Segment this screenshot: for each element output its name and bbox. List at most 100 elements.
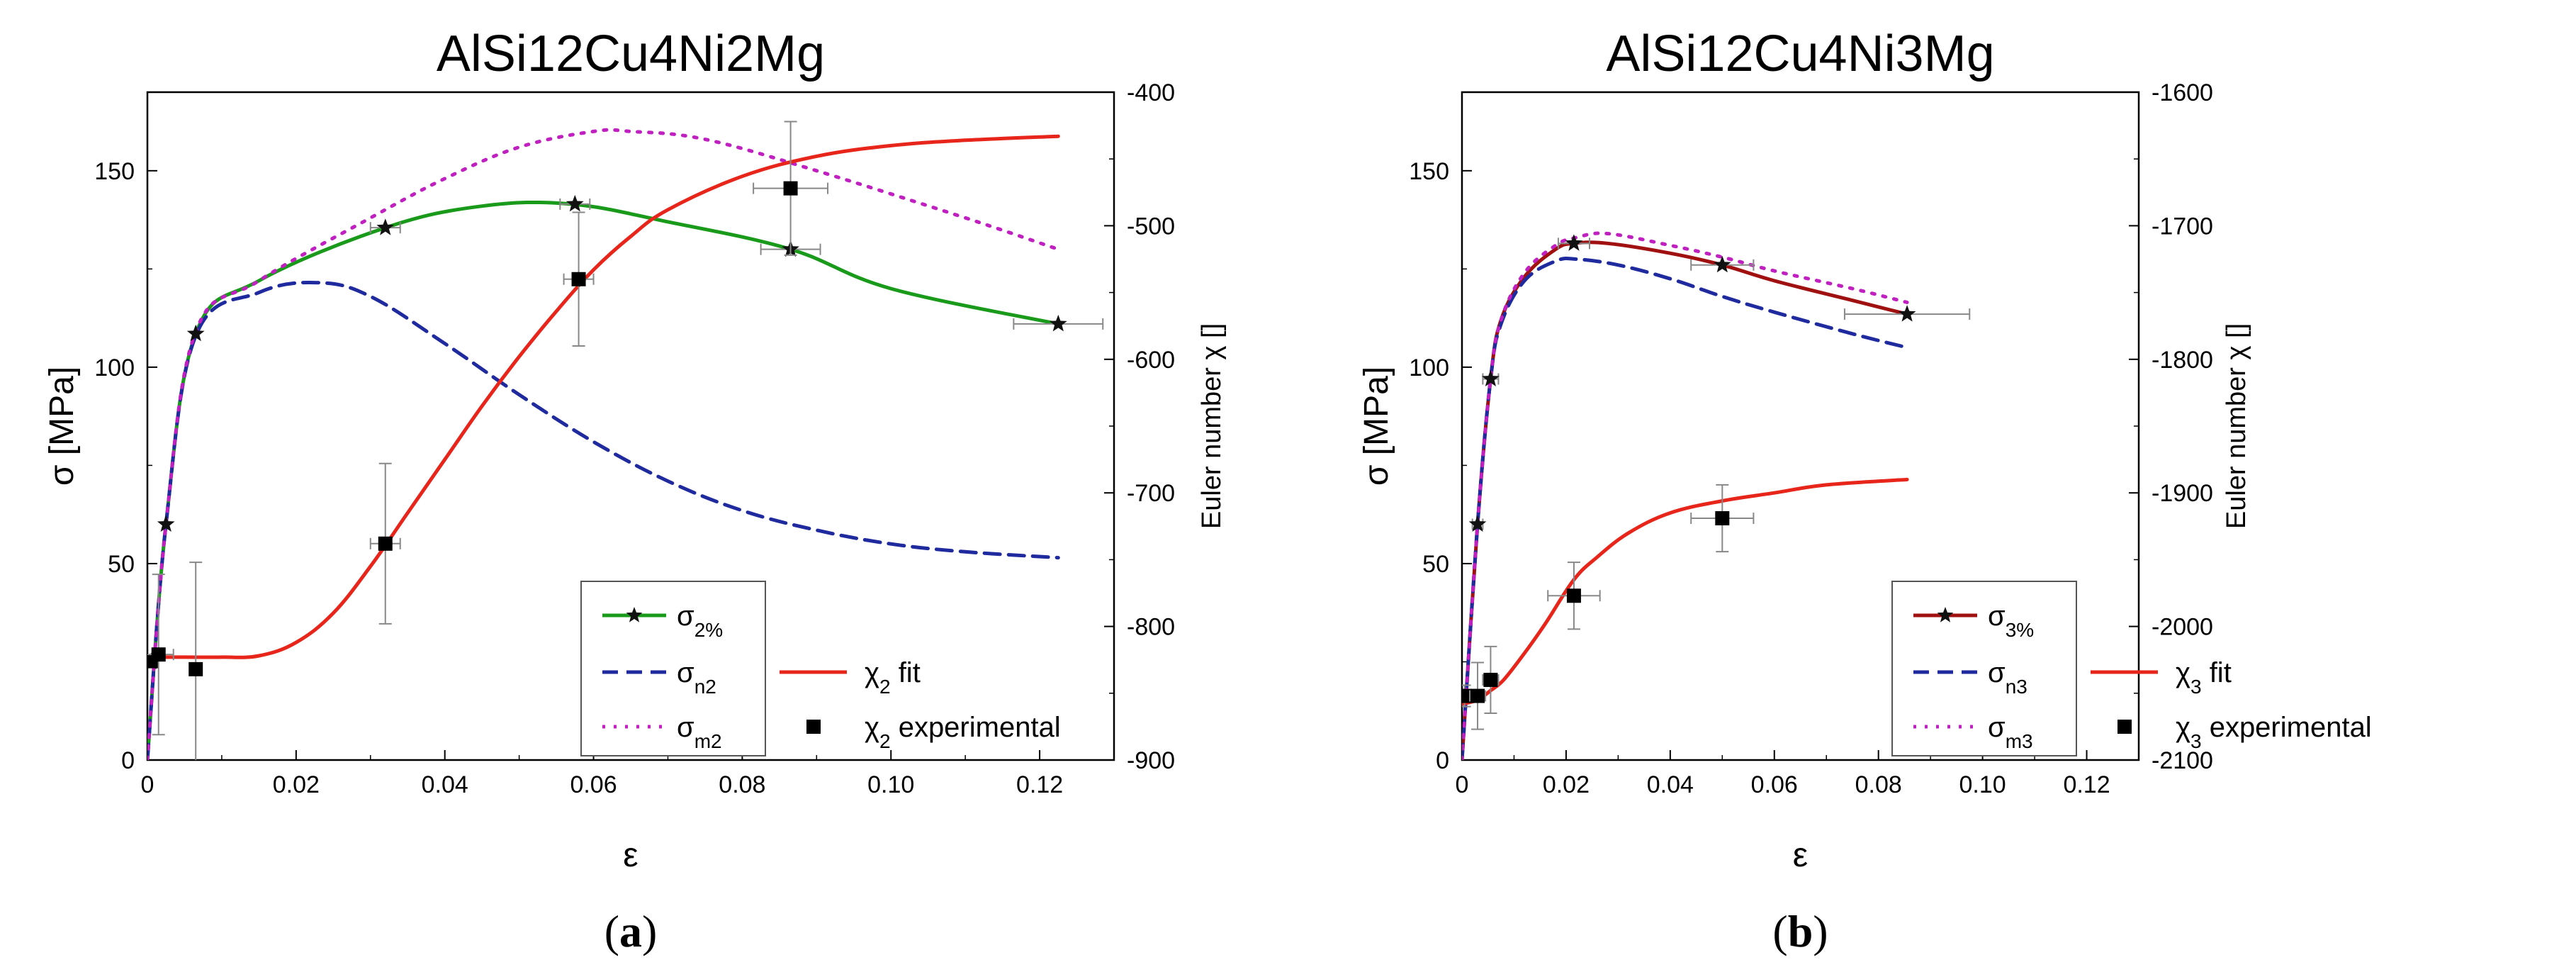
experimental-point xyxy=(151,647,166,662)
star-marker xyxy=(1482,369,1500,386)
legend-label-n-sub: n3 xyxy=(2006,676,2027,698)
plot-area xyxy=(1462,231,1971,760)
legend-label-n: σn3 xyxy=(1988,657,2027,698)
legend-label-chi-fit: χ2 fit xyxy=(865,657,921,698)
legend-label-chi-exp-suffix: experimental xyxy=(891,712,1061,743)
experimental-point xyxy=(1566,588,1581,603)
y-tick-label: 50 xyxy=(108,551,135,578)
x-axis-label: ε xyxy=(1793,837,1808,874)
series-line-σn2 xyxy=(147,280,1060,760)
legend-label-m-sub: m2 xyxy=(694,730,722,752)
y-right-tick-label: -900 xyxy=(1127,747,1175,774)
legend-label-chi-exp-sub: 2 xyxy=(879,730,891,752)
legend-label-chi-exp-base: χ xyxy=(865,712,879,743)
y-right-tick-label: -800 xyxy=(1127,614,1175,641)
caption-open-paren: ( xyxy=(1772,906,1787,956)
star-marker xyxy=(376,218,395,235)
legend-label-chi-exp: χ3 experimental xyxy=(2176,712,2372,752)
legend-label-main-sub: 2% xyxy=(694,619,723,641)
y-tick-label: 0 xyxy=(1436,747,1449,774)
legend-label-chi-fit: χ3 fit xyxy=(2176,657,2232,698)
series-line-σ3% xyxy=(1462,240,1909,760)
legend-square-icon xyxy=(806,720,821,734)
x-tick-label: 0.06 xyxy=(1751,771,1798,798)
x-tick-label: 0.08 xyxy=(719,771,765,798)
series-line-σm2 xyxy=(147,128,1060,760)
legend-label-main: σ2% xyxy=(677,600,723,641)
series-line-χ2 fit xyxy=(147,134,1060,659)
y-right-axis-label: Euler number χ [] xyxy=(2222,323,2251,529)
y-right-tick-label: -1800 xyxy=(2152,347,2213,374)
x-tick-label: 0.04 xyxy=(422,771,468,798)
legend-label-n-sub: n2 xyxy=(694,676,716,698)
y-tick-label: 100 xyxy=(1409,354,1449,381)
legend-label-main-sub: 3% xyxy=(2006,619,2034,641)
legend-label-chi-fit-sub: 3 xyxy=(2190,676,2202,698)
x-tick-label: 0.10 xyxy=(1959,771,2006,798)
legend-label-chi-exp-sub: 3 xyxy=(2190,730,2202,752)
legend-label-main-base: σ xyxy=(1988,600,2006,632)
y-right-tick-label: -1700 xyxy=(2152,213,2213,240)
chart-title: AlSi12Cu4Ni2Mg xyxy=(437,26,825,82)
caption-letter: a xyxy=(619,906,642,956)
legend-label-m-base: σ xyxy=(677,712,694,743)
y-right-tick-label: -2000 xyxy=(2152,614,2213,641)
x-tick-label: 0.04 xyxy=(1647,771,1694,798)
x-tick-label: 0.12 xyxy=(2063,771,2110,798)
y-right-tick-label: -600 xyxy=(1127,347,1175,374)
y-axis-label: σ [MPa] xyxy=(43,367,81,486)
chart-panel-b: AlSi12Cu4Ni3Mg 0 0.02 0.04 0.06 0.08 0.10 0.12 0… xyxy=(1358,26,2372,956)
y-right-tick-label: -1600 xyxy=(2152,79,2213,106)
legend-label-n-base: σ xyxy=(1988,657,2006,688)
legend-box xyxy=(580,581,766,756)
y-right-tick-label: -2100 xyxy=(2152,747,2213,774)
caption-open-paren: ( xyxy=(604,906,619,956)
legend-label-m-sub: m3 xyxy=(2006,730,2033,752)
y-axis-label: σ [MPa] xyxy=(1358,367,1395,486)
y-right-tick-label: -500 xyxy=(1127,213,1175,240)
star-marker xyxy=(1898,305,1916,322)
x-tick-label: 0.02 xyxy=(273,771,320,798)
legend-label-chi-exp-suffix: experimental xyxy=(2202,712,2372,743)
star-marker xyxy=(186,324,205,342)
legend-star-icon xyxy=(626,607,643,622)
x-tick-label: 0.10 xyxy=(867,771,914,798)
y-tick-label: 100 xyxy=(94,354,135,381)
y-tick-label: 0 xyxy=(121,747,135,774)
x-tick-label: 0.08 xyxy=(1855,771,1902,798)
y-right-tick-label: -1900 xyxy=(2152,480,2213,507)
star-marker xyxy=(1049,314,1067,332)
legend-label-m-base: σ xyxy=(1988,712,2006,743)
legend-label-chi-fit-sub: 2 xyxy=(879,676,891,698)
y-tick-label: 150 xyxy=(1409,158,1449,185)
x-tick-label: 0 xyxy=(1456,771,1469,798)
chart-panel-a: AlSi12Cu4Ni2Mg 0 0.02 0.04 0.06 0.08 0.10 0.12 0… xyxy=(43,26,1227,956)
experimental-point xyxy=(378,536,393,551)
legend-label-chi-fit-suffix: fit xyxy=(2202,657,2232,688)
series-line-χ3 fit xyxy=(1462,477,1909,706)
x-tick-label: 0.12 xyxy=(1016,771,1063,798)
experimental-point xyxy=(189,661,203,676)
star-marker xyxy=(157,515,175,532)
panel-caption: (b) xyxy=(1772,906,1828,956)
legend-box xyxy=(1891,581,2077,756)
caption-close-paren: ) xyxy=(1813,906,1828,956)
legend-label-m: σm2 xyxy=(677,712,722,752)
panel-caption: (a) xyxy=(604,906,658,956)
experimental-point xyxy=(1715,510,1730,525)
experimental-point xyxy=(571,272,586,286)
legend-label-n-base: σ xyxy=(677,657,694,688)
y-tick-label: 150 xyxy=(94,158,135,185)
x-tick-label: 0 xyxy=(141,771,154,798)
chart-title: AlSi12Cu4Ni3Mg xyxy=(1606,26,1994,82)
caption-letter: b xyxy=(1788,906,1813,956)
x-tick-label: 0.02 xyxy=(1543,771,1590,798)
legend-label-chi-fit-base: χ xyxy=(865,657,879,688)
legend-square-icon xyxy=(2117,720,2132,734)
experimental-point xyxy=(783,181,798,196)
star-marker xyxy=(1468,515,1487,532)
series-line-σn3 xyxy=(1462,256,1909,760)
legend-label-chi-fit-base: χ xyxy=(2176,657,2190,688)
y-right-axis-label: Euler number χ [] xyxy=(1197,323,1227,529)
